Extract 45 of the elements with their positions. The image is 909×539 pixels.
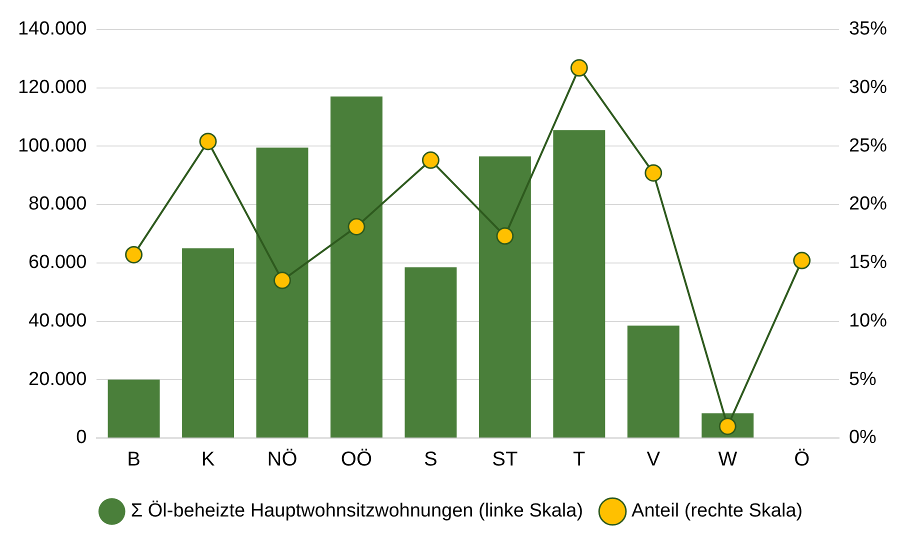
- point: [348, 218, 366, 236]
- x-tick-label: NÖ: [267, 448, 298, 471]
- x-tick-label: V: [646, 448, 661, 471]
- bar: [553, 130, 606, 438]
- y-tick-label: 120.000: [18, 77, 87, 98]
- point: [274, 272, 292, 290]
- bar: [478, 156, 531, 438]
- legend-label: Σ Öl-beheizte Hauptwohnsitzwohnungen (linke Skala): [130, 500, 584, 522]
- bar: [256, 148, 308, 438]
- bar: [627, 326, 680, 438]
- y2-tick-label: 10%: [848, 310, 888, 332]
- x-tick-label: ST: [492, 448, 518, 471]
- y2-tick-label: 25%: [848, 135, 888, 156]
- y2-tick-label: 35%: [848, 18, 888, 40]
- point: [422, 151, 440, 169]
- point: [793, 252, 811, 270]
- y2-tick-label: 15%: [848, 252, 888, 274]
- y-tick-label: 40.000: [28, 310, 87, 332]
- x-tick-label: S: [424, 448, 438, 471]
- bar: [108, 380, 160, 438]
- y-tick-label: 0: [76, 427, 87, 448]
- y-tick-label: 20.000: [28, 368, 87, 390]
- point: [570, 59, 588, 77]
- point: [644, 164, 662, 182]
- point: [125, 246, 143, 264]
- point: [199, 132, 217, 150]
- x-tick-label: Ö: [794, 448, 810, 471]
- y-tick-label: 80.000: [28, 194, 87, 215]
- y2-tick-label: 20%: [848, 194, 888, 215]
- y2-tick-label: 30%: [848, 77, 888, 98]
- y2-tick-label: 5%: [848, 368, 877, 390]
- x-tick-label: W: [718, 448, 738, 471]
- bar: [404, 267, 457, 438]
- x-tick-label: K: [201, 448, 216, 471]
- y-tick-label: 60.000: [28, 252, 87, 274]
- y2-tick-label: 0%: [848, 427, 877, 448]
- x-tick-label: OÖ: [340, 448, 372, 471]
- x-tick-label: T: [573, 448, 586, 471]
- bar: [182, 248, 234, 438]
- point: [496, 227, 514, 245]
- y-tick-label: 140.000: [18, 18, 87, 40]
- y-tick-label: 100.000: [18, 135, 87, 156]
- bar: [330, 96, 382, 438]
- x-tick-label: B: [127, 448, 140, 471]
- legend-label: Anteil (rechte Skala): [632, 500, 803, 522]
